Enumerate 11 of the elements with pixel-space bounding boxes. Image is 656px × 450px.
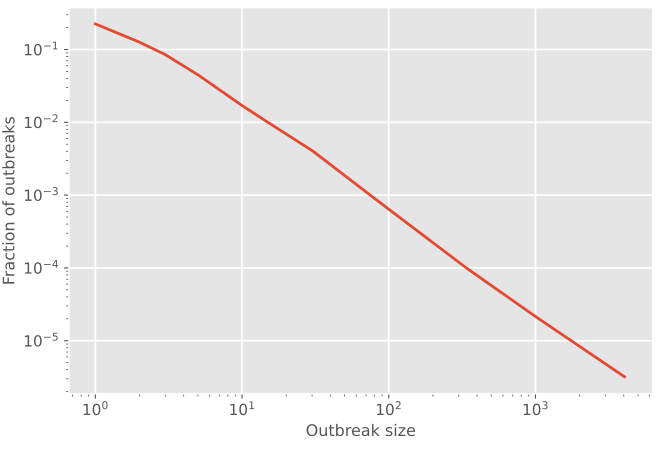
- y-tick-label: 10$^{−4}$: [24, 260, 58, 274]
- y-tick-label: 10$^{−3}$: [24, 187, 58, 202]
- x-tick-label: 10$^{2}$: [376, 401, 401, 416]
- x-tick-label: 10$^{0}$: [84, 401, 108, 416]
- y-tick-label: 10$^{−1}$: [24, 42, 58, 56]
- y-tick-label: 10$^{−2}$: [24, 114, 58, 128]
- x-tick-label: 10$^{1}$: [230, 401, 254, 416]
- y-axis-title: Fraction of outbreaks: [2, 116, 15, 284]
- x-tick-label: 10$^{3}$: [524, 401, 548, 416]
- x-axis-title: Outbreak size: [306, 424, 416, 436]
- y-tick-label: 10$^{−5}$: [24, 332, 58, 347]
